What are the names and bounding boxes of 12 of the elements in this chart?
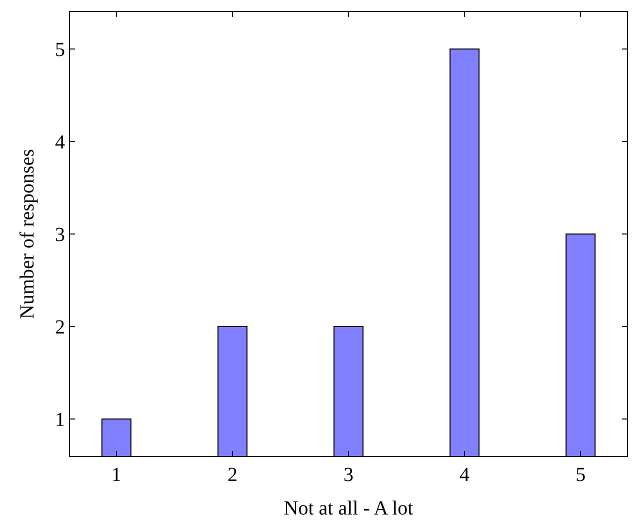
x-tick-label: 3 — [344, 464, 354, 486]
x-axis-title: Not at all - A lot — [284, 498, 414, 520]
y-tick-label: 4 — [55, 132, 65, 154]
y-tick-label: 5 — [55, 39, 65, 61]
x-tick-label: 5 — [576, 464, 586, 486]
y-tick-label: 1 — [55, 409, 65, 431]
x-tick-label: 2 — [227, 464, 238, 486]
x-tick-label: 4 — [460, 464, 470, 486]
y-tick-label: 3 — [55, 224, 65, 246]
x-tick-label: 1 — [111, 464, 122, 486]
y-tick-label: 2 — [55, 316, 65, 338]
y-axis-title: Number of responses — [16, 148, 38, 319]
